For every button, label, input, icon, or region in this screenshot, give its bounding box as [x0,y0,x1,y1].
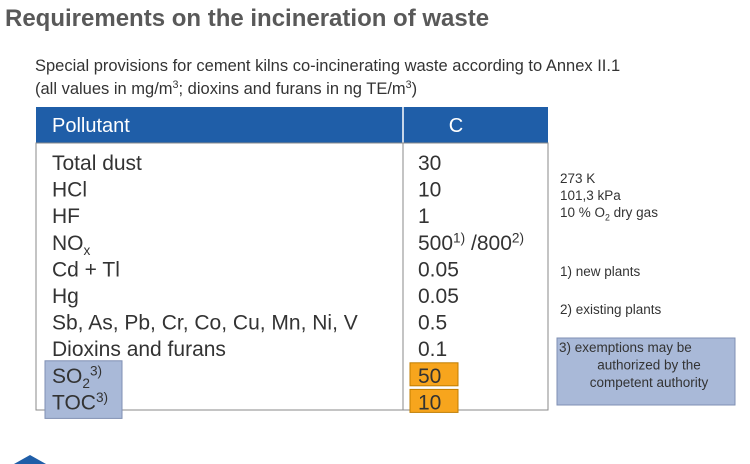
text-part: 10 [418,179,441,202]
script-text: 2 [82,376,90,391]
text-part: Total dust [52,152,142,175]
rich-text: 30 [418,152,441,175]
text-part: 10 % O [560,205,605,220]
script-text: x [84,243,91,258]
text-part: ) [412,80,418,98]
text-part: (all values in mg/m [35,80,173,98]
script-text: 3) [90,363,102,378]
exemption-box [556,337,736,406]
text-part: 1 [418,205,430,228]
pollutant-highlight [44,360,123,419]
footnote: 2) existing plants [560,302,662,317]
rich-text: 0.5 [418,312,447,335]
subtitle: Special provisions for cement kilns co-i… [35,57,620,75]
header-cell: C [449,115,463,137]
script-text: 3 [406,79,412,91]
footnote: authorized by the [597,358,701,373]
script-text: 2) [512,230,524,245]
text-part: Dioxins and furans [52,338,226,361]
rich-text: 0.05 [418,285,459,308]
text-part: Hg [52,285,79,308]
text-part: dry gas [610,205,658,220]
rich-text: TOC3) [52,390,108,414]
script-text: 2 [605,212,610,222]
rich-text: 0.05 [418,258,459,281]
rich-text: 273 K [560,171,595,186]
value-highlight [409,362,459,387]
rich-text: 10 % O2 dry gas [560,205,658,222]
footnote: 3) exemptions may be [559,340,692,355]
table-header [36,107,548,143]
script-text: 3 [173,79,179,91]
text-part: 101,3 kPa [560,188,621,203]
text-part: NO [52,232,84,255]
script-text: 1) [453,230,465,245]
text-part: HCl [52,179,87,202]
rich-text: 10 [418,179,441,202]
rich-text: (all values in mg/m3; dioxins and furans… [35,79,417,98]
rich-text: 5001) /8002) [418,230,524,254]
rich-text: Sb, As, Pb, Cr, Co, Cu, Mn, Ni, V [52,312,358,335]
text-part: Cd + Tl [52,258,120,281]
text-part: Sb, As, Pb, Cr, Co, Cu, Mn, Ni, V [52,312,358,335]
text-part: 273 K [560,171,595,186]
text-part: SO [52,365,82,388]
text-part: TOC [52,391,96,414]
script-text: 3) [96,390,108,405]
rich-text: 0.1 [418,338,447,361]
text-part: HF [52,205,80,228]
footnote: 1) new plants [560,264,641,279]
text-part: ; dioxins and furans in ng TE/m [179,80,406,98]
rich-text: 1 [418,205,430,228]
rich-text: NOx [52,232,91,258]
rich-text: 50 [418,365,441,388]
text-part: 0.05 [418,258,459,281]
text-part: 30 [418,152,441,175]
text-part: 500 [418,232,453,255]
text-part: 10 [418,391,441,414]
rich-text: Dioxins and furans [52,338,226,361]
rich-text: SO23) [52,363,102,391]
rich-text: Total dust [52,152,142,175]
text-part: 0.05 [418,285,459,308]
rich-text: Cd + Tl [52,258,120,281]
value-highlight [409,388,459,413]
text-part: 0.1 [418,338,447,361]
rich-text: 101,3 kPa [560,188,621,203]
slide-title: Requirements on the incineration of wast… [5,5,489,32]
footnote: competent authority [590,375,709,390]
logo-fragment [14,455,46,464]
rich-text: Hg [52,285,79,308]
text-part: 50 [418,365,441,388]
text-part: /800 [465,232,512,255]
rich-text: HF [52,205,80,228]
rich-text: 10 [418,391,441,414]
rich-text: HCl [52,179,87,202]
header-cell: Pollutant [52,115,130,137]
text-part: 0.5 [418,312,447,335]
